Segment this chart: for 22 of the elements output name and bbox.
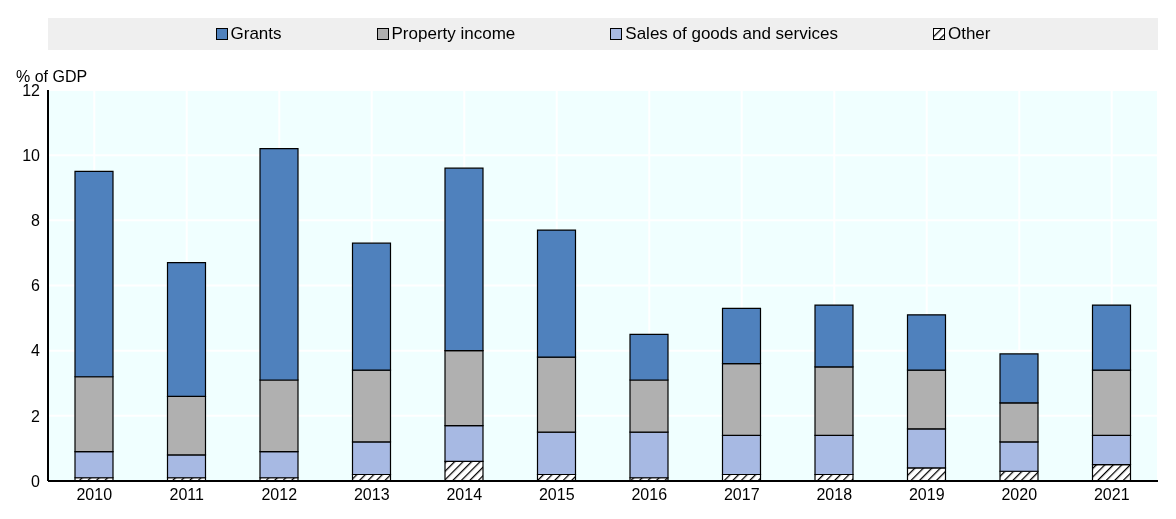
y-tick-label: 8 [31,212,41,230]
y-tick-label: 0 [31,472,41,490]
x-tick-label: 2018 [816,486,853,504]
y-tick-label: 2 [31,407,41,425]
legend-label: Property income [390,24,516,44]
x-tick-label: 2010 [76,486,113,504]
x-tick-label: 2013 [353,486,390,504]
legend-label: Sales of goods and services [624,24,838,44]
x-tick-label: 2015 [538,486,575,504]
x-tick-label: 2014 [446,486,483,504]
legend-label: Grants [229,24,282,44]
y-tick-label: 4 [31,342,41,360]
x-tick-label: 2020 [1001,486,1038,504]
y-tick-label: 6 [31,277,41,295]
x-tick-label: 2021 [1093,486,1130,504]
x-tick-label: 2012 [261,486,298,504]
x-tick-label: 2016 [631,486,668,504]
x-tick-label: 2019 [908,486,945,504]
x-tick-label: 2017 [723,486,760,504]
legend-label: Other [946,24,991,44]
y-tick-label: 10 [22,146,41,164]
x-tick-label: 2011 [169,486,205,504]
